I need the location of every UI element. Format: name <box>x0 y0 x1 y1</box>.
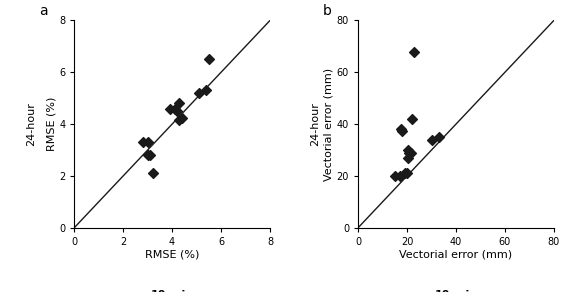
Point <box>148 171 157 176</box>
Point <box>397 128 407 133</box>
Point <box>396 127 405 132</box>
Point <box>427 137 436 142</box>
Point <box>138 140 147 145</box>
Text: a: a <box>39 4 47 18</box>
Point <box>165 106 174 111</box>
Point <box>204 57 214 62</box>
Point <box>400 171 409 176</box>
Point <box>435 135 444 139</box>
Point <box>143 140 152 145</box>
Point <box>407 117 416 121</box>
Point <box>202 88 211 93</box>
Text: 10-min: 10-min <box>151 290 194 292</box>
Text: b: b <box>323 4 332 18</box>
Point <box>404 155 413 160</box>
Point <box>175 118 184 123</box>
Point <box>172 109 182 114</box>
Point <box>178 115 187 120</box>
Point <box>143 153 152 158</box>
Point <box>395 173 404 178</box>
Text: 24-hour: 24-hour <box>26 102 36 146</box>
Point <box>406 150 415 155</box>
Text: 10-min: 10-min <box>435 290 477 292</box>
Y-axis label: RMSE (%): RMSE (%) <box>46 97 56 151</box>
Point <box>404 148 413 152</box>
Y-axis label: Vectorial error (mm): Vectorial error (mm) <box>324 67 334 181</box>
Point <box>405 150 414 155</box>
Point <box>410 49 419 54</box>
Point <box>390 173 399 178</box>
Point <box>403 171 412 176</box>
Point <box>175 101 184 106</box>
Point <box>170 106 179 111</box>
X-axis label: Vectorial error (mm): Vectorial error (mm) <box>400 250 513 260</box>
Text: 24-hour: 24-hour <box>310 102 320 146</box>
X-axis label: RMSE (%): RMSE (%) <box>145 250 199 260</box>
Point <box>146 153 155 158</box>
Point <box>195 91 204 95</box>
